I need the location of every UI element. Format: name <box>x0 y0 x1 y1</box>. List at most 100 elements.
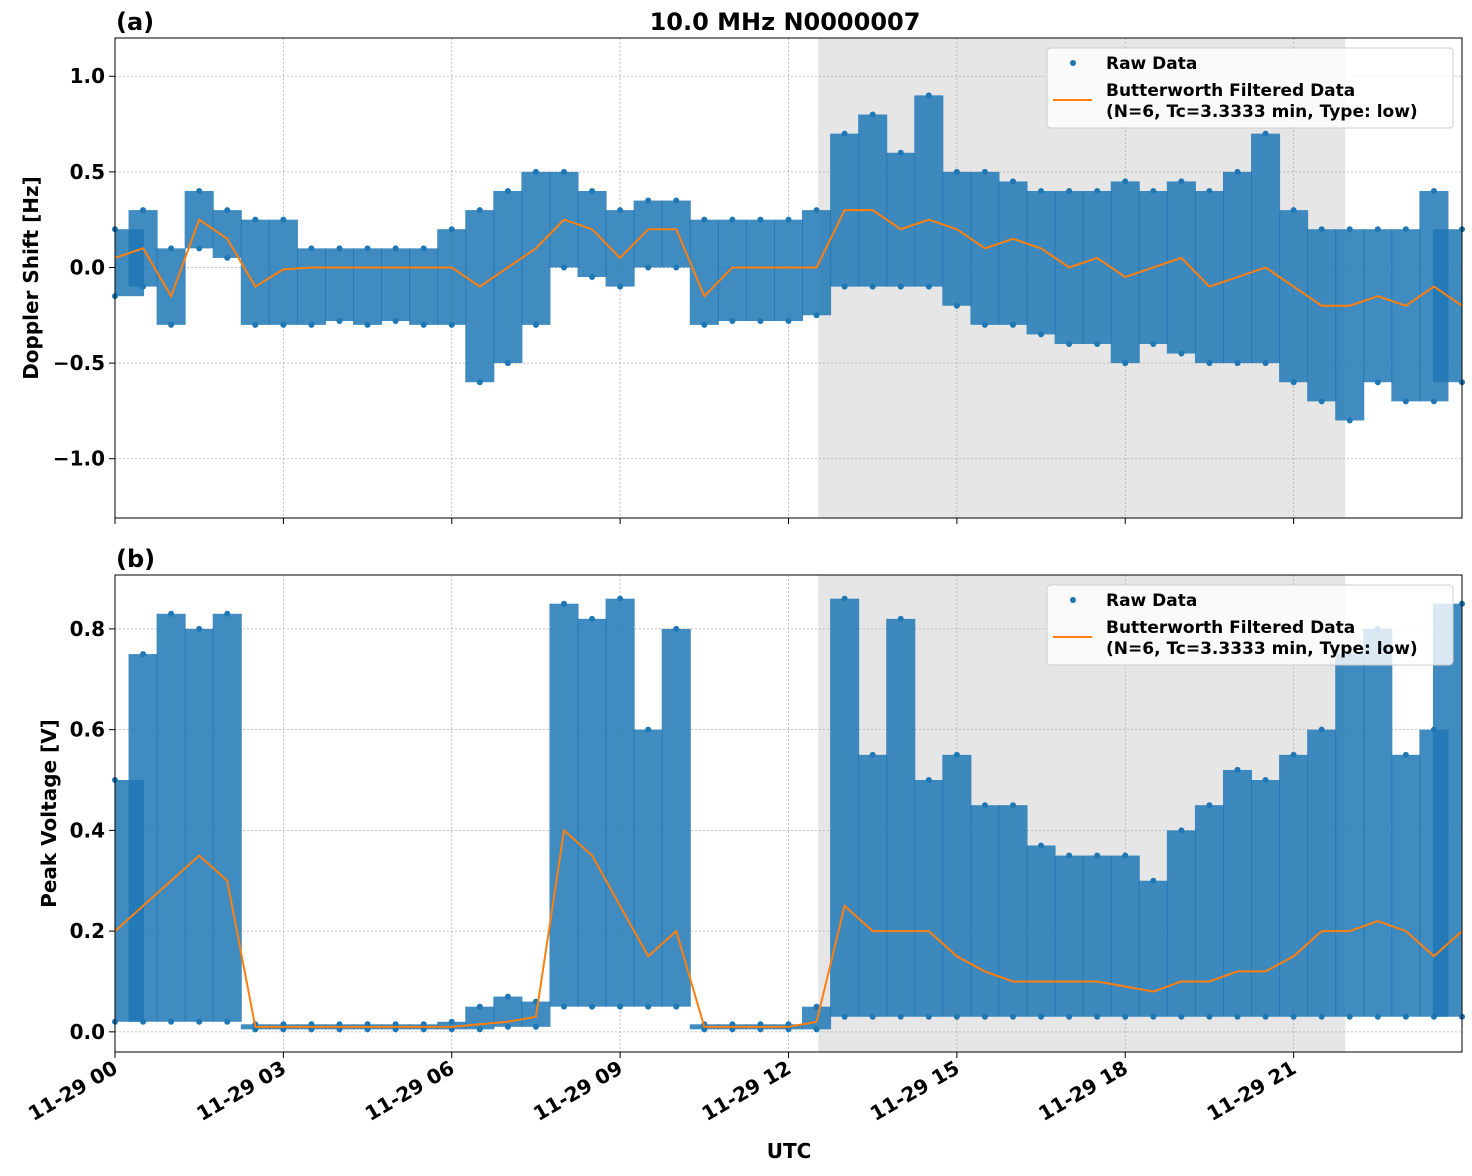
raw-data-point <box>504 360 511 367</box>
raw-data-point <box>869 751 876 758</box>
y-tick-label: 0.6 <box>70 718 105 742</box>
axes-frame <box>114 574 1463 1053</box>
raw-data-point <box>953 168 960 175</box>
raw-data-point <box>1318 226 1325 233</box>
raw-data-point <box>729 1021 736 1028</box>
raw-data-point <box>1346 226 1353 233</box>
y-tick-label: 0.0 <box>70 255 105 279</box>
raw-data-point <box>448 1018 455 1025</box>
raw-data-band <box>886 618 916 1017</box>
legend-raw-marker <box>1070 597 1076 603</box>
raw-data-point <box>448 1026 455 1033</box>
raw-data-band <box>324 248 355 322</box>
raw-data-band <box>1307 729 1337 1017</box>
raw-data-point <box>364 1026 371 1033</box>
raw-data-point <box>617 207 624 214</box>
raw-data-band <box>661 628 691 1007</box>
raw-data-point <box>280 321 287 328</box>
raw-data-band <box>1391 754 1421 1017</box>
raw-data-point <box>196 1018 203 1025</box>
raw-data-point <box>1122 852 1129 859</box>
raw-data-band <box>717 219 747 322</box>
raw-data-point <box>953 751 960 758</box>
y-tick-label: −1.0 <box>53 447 105 471</box>
raw-data-point <box>953 1013 960 1020</box>
raw-data-band <box>1222 769 1253 1017</box>
raw-data-point <box>757 216 764 223</box>
raw-data-band <box>1082 190 1112 344</box>
raw-data-band <box>128 654 158 1022</box>
raw-data-band <box>605 598 635 1007</box>
raw-data-point <box>1290 379 1297 386</box>
raw-data-band <box>1082 855 1112 1017</box>
x-tick-label: 11-29 09 <box>529 1056 627 1126</box>
raw-data-point <box>1066 187 1073 194</box>
raw-data-point <box>645 1003 652 1010</box>
raw-data-point <box>561 600 567 607</box>
raw-data-point <box>813 1026 820 1033</box>
raw-data-band <box>1166 830 1196 1017</box>
raw-data-point <box>1234 1013 1241 1020</box>
raw-data-point <box>1094 852 1101 859</box>
raw-data-band <box>212 210 242 258</box>
raw-data-point <box>1318 398 1325 405</box>
y-tick-label: 0.2 <box>70 919 105 943</box>
raw-data-point <box>420 1021 427 1028</box>
raw-data-point <box>420 321 427 328</box>
raw-data-band <box>268 219 298 325</box>
raw-data-band <box>1110 855 1140 1017</box>
raw-data-point <box>1150 340 1157 347</box>
y-tick-label: −0.5 <box>53 351 105 375</box>
raw-data-point <box>392 1021 399 1028</box>
raw-data-band <box>830 598 860 1017</box>
raw-data-point <box>140 651 147 658</box>
raw-data-band <box>998 181 1028 325</box>
raw-data-point <box>1290 207 1297 214</box>
raw-data-point <box>364 245 371 252</box>
raw-data-point <box>1262 130 1269 137</box>
raw-data-point <box>1122 360 1129 367</box>
raw-data-point <box>280 1026 287 1033</box>
raw-data-band <box>577 618 607 1007</box>
raw-data-point <box>504 187 511 194</box>
filtered-data-line <box>114 828 1463 1028</box>
raw-data-point <box>504 1023 511 1030</box>
raw-data-point <box>1402 751 1409 758</box>
raw-data-point <box>1038 331 1045 338</box>
legend-filtered-params: (N=6, Tc=3.3333 min, Type: low) <box>1106 102 1418 122</box>
raw-data-point <box>1374 226 1381 233</box>
raw-data-point <box>729 1026 736 1033</box>
panel-a: −1.0 −0.5 0.0 0.5 1.0 (a) Doppler Shift [Hz] Ra… <box>19 8 1465 524</box>
raw-data-point <box>1318 726 1325 733</box>
raw-data-point <box>813 1003 820 1010</box>
raw-data-point <box>1290 751 1297 758</box>
raw-data-point <box>1066 340 1073 347</box>
raw-data-band <box>633 729 663 1007</box>
raw-data-point <box>561 168 567 175</box>
raw-data-point <box>1178 178 1185 185</box>
raw-data-point <box>673 197 680 204</box>
legend-filtered-label: Butterworth Filtered Data <box>1106 618 1355 638</box>
legend-raw-marker <box>1070 60 1076 66</box>
raw-data-point <box>1066 852 1073 859</box>
raw-data-point <box>617 595 624 602</box>
raw-data-point <box>1038 842 1045 849</box>
raw-data-point <box>420 245 427 252</box>
raw-data-point <box>1122 178 1129 185</box>
raw-data-point <box>869 283 876 290</box>
panel-label: (a) <box>116 8 154 36</box>
raw-data-point <box>757 318 764 325</box>
raw-data-band <box>184 628 214 1022</box>
raw-data-point <box>308 245 315 252</box>
raw-data-point <box>757 1026 764 1033</box>
raw-data-point <box>1234 766 1241 773</box>
raw-data-point <box>140 207 147 214</box>
raw-data-point <box>1010 321 1016 328</box>
raw-data-point <box>392 1026 399 1033</box>
raw-data-band <box>549 603 579 1007</box>
raw-data-band <box>661 200 691 268</box>
raw-data-band <box>1335 654 1365 1017</box>
raw-data-point <box>645 726 652 733</box>
legend-raw-label: Raw Data <box>1106 54 1197 74</box>
raw-data-band <box>465 210 495 383</box>
